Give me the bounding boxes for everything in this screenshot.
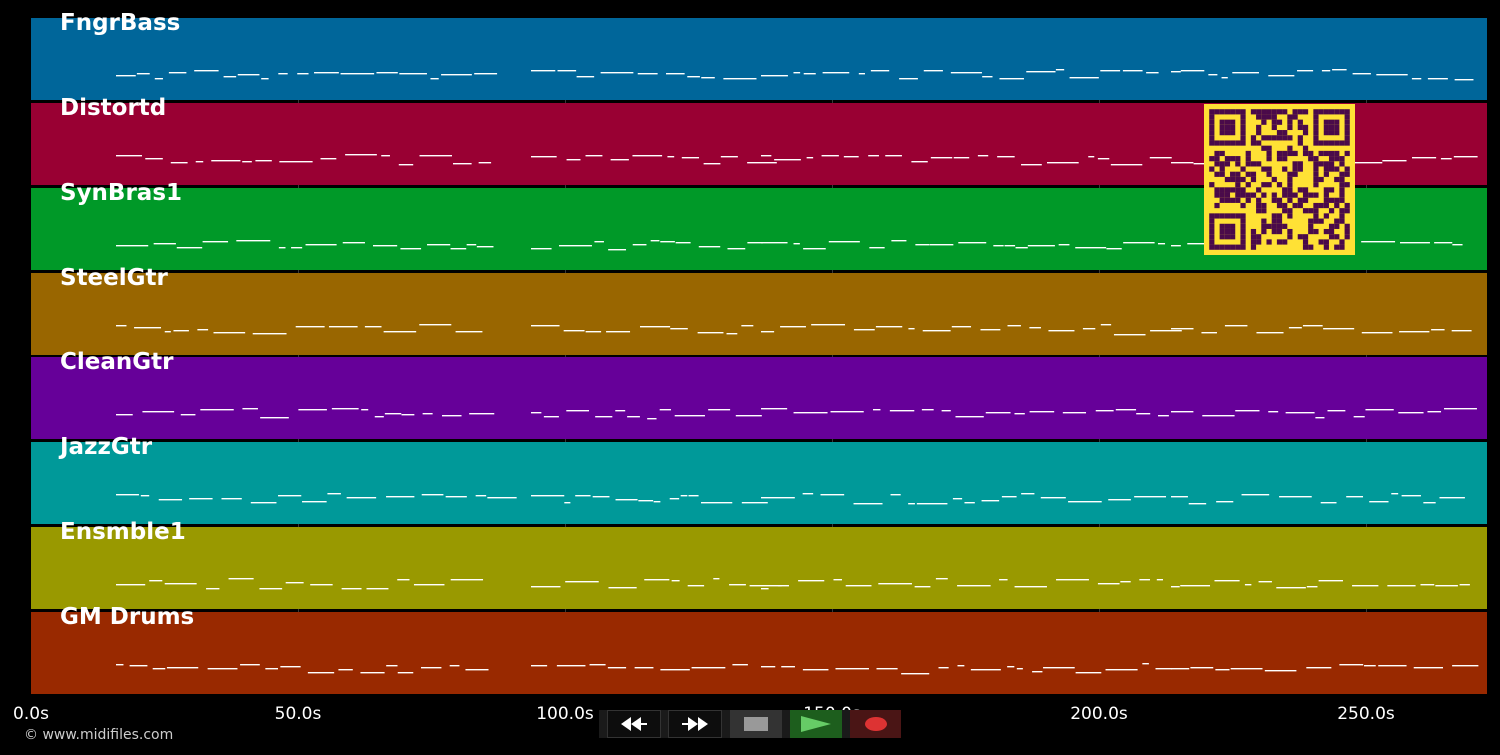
track-0[interactable]: FngrBass: [31, 10, 1487, 100]
grid-line: [1366, 18, 1367, 694]
track-name: FngrBass: [60, 10, 181, 36]
note-roll: [116, 493, 1465, 505]
note-roll: [116, 154, 1478, 166]
note-roll: [116, 324, 1472, 336]
rewind-button[interactable]: [607, 710, 661, 738]
time-tick: 0.0s: [13, 704, 49, 724]
play-icon: [801, 716, 831, 732]
track-name: GM Drums: [60, 604, 195, 630]
record-button[interactable]: [850, 710, 901, 738]
time-tick: 50.0s: [274, 704, 322, 724]
time-tick: 250.0s: [1337, 704, 1395, 724]
track-name: JazzGtr: [60, 434, 153, 460]
record-icon: [864, 717, 887, 731]
track-name: SteelGtr: [60, 265, 168, 291]
time-tick: 200.0s: [1070, 704, 1128, 724]
time-tick: 100.0s: [536, 704, 594, 724]
copyright-text: © www.midifiles.com: [24, 727, 174, 743]
grid-line: [832, 18, 833, 694]
grid-line: [1099, 18, 1100, 694]
track-4[interactable]: CleanGtr: [31, 349, 1487, 439]
track-3[interactable]: SteelGtr: [31, 265, 1487, 355]
track-name: CleanGtr: [60, 349, 174, 375]
fast-forward-icon: [682, 717, 708, 731]
track-name: Distortd: [60, 95, 167, 121]
note-roll: [116, 69, 1474, 81]
track-6[interactable]: Ensmble1: [31, 519, 1487, 609]
qr-code-icon: [1204, 104, 1355, 255]
stop-button[interactable]: [730, 710, 782, 738]
track-5[interactable]: JazzGtr: [31, 434, 1487, 524]
grid-line: [565, 18, 566, 694]
track-name: SynBras1: [60, 180, 183, 206]
track-name: Ensmble1: [60, 519, 186, 545]
note-roll: [116, 663, 1479, 675]
note-roll: [116, 578, 1470, 590]
note-roll: [116, 408, 1477, 420]
stop-icon: [744, 717, 768, 731]
transport-controls: [599, 710, 901, 738]
track-7[interactable]: GM Drums: [31, 604, 1487, 694]
rewind-icon: [621, 717, 647, 731]
play-button[interactable]: [790, 710, 842, 738]
fast-forward-button[interactable]: [668, 710, 722, 738]
grid-line: [298, 18, 299, 694]
